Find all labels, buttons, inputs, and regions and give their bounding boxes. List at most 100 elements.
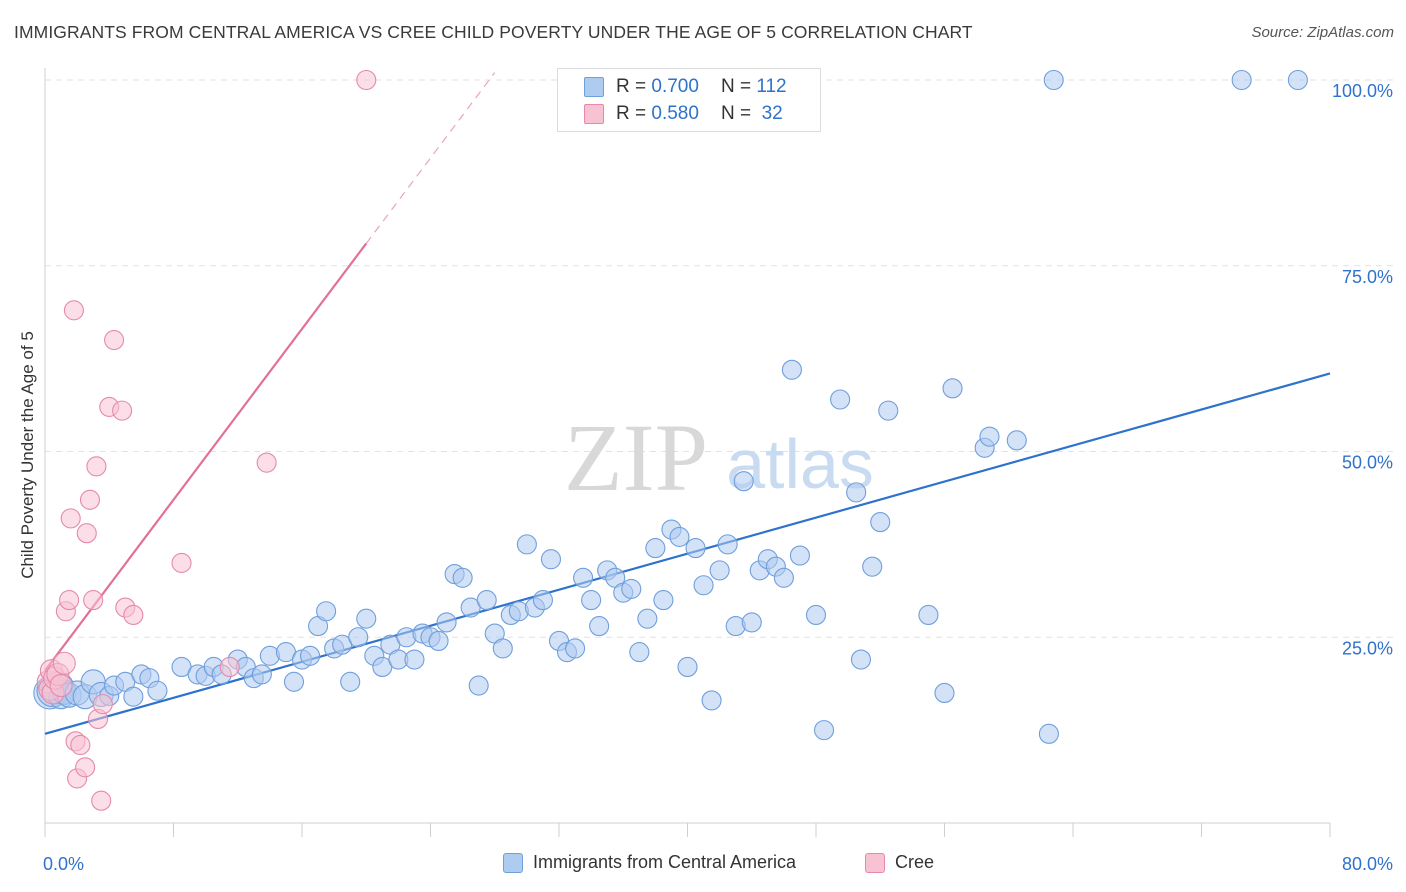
legend-label: Immigrants from Central America — [533, 852, 797, 872]
central-america-point — [645, 538, 666, 559]
cree-point — [70, 734, 91, 756]
central-america-point — [685, 538, 706, 559]
central-america-point — [589, 616, 610, 637]
central-america-point — [573, 567, 594, 588]
central-america-point — [669, 526, 690, 547]
n-label: N = — [720, 103, 752, 124]
central-america-point — [629, 642, 650, 663]
central-america-point — [540, 549, 562, 570]
central-america-point — [934, 682, 955, 704]
central-america-point — [813, 720, 835, 741]
y-tick-label: 50.0% — [1342, 453, 1393, 473]
central-america-point — [251, 664, 272, 685]
central-america-point — [299, 645, 321, 666]
cree-point — [86, 456, 107, 477]
legend-item-central-america[interactable]: Immigrants from Central America — [503, 852, 796, 873]
central-america-point — [147, 680, 168, 701]
central-america-point — [733, 471, 754, 492]
y-tick-label: 25.0% — [1342, 638, 1393, 658]
central-america-point — [340, 671, 361, 692]
central-america-point — [918, 604, 939, 626]
legend-item-cree[interactable]: Cree — [865, 852, 934, 873]
central-america-point — [789, 545, 810, 566]
watermark: ZIP atlas — [564, 404, 874, 511]
x-tick-label: 0.0% — [43, 854, 84, 874]
cree-point — [256, 452, 277, 473]
cree-point — [104, 329, 125, 351]
central-america-point — [1287, 69, 1308, 91]
cree-point — [356, 69, 377, 91]
grid-lines — [45, 79, 1395, 638]
central-america-point — [846, 482, 867, 503]
legend-swatch-blue — [584, 77, 604, 97]
data-points — [33, 69, 1308, 811]
cree-point — [63, 300, 84, 321]
central-america-point — [516, 534, 537, 555]
cree-point — [219, 656, 240, 678]
r-label: R = — [616, 103, 647, 124]
central-america-point — [830, 389, 851, 410]
cree-point — [123, 604, 144, 626]
central-america-point — [850, 649, 872, 670]
y-tick-label: 75.0% — [1342, 267, 1393, 287]
central-america-point — [1043, 69, 1064, 91]
central-america-point — [741, 612, 762, 633]
legend-swatch-blue — [503, 852, 523, 873]
cree-point — [52, 651, 76, 675]
central-america-point — [805, 604, 827, 626]
central-america-point — [348, 627, 369, 648]
cree-point — [59, 590, 80, 611]
cree-point — [75, 757, 96, 778]
central-america-point — [436, 612, 457, 633]
central-america-point — [621, 578, 642, 600]
watermark-zip: ZIP — [564, 404, 708, 511]
correlation-legend: R = 0.700 N = 112 R = 0.580 N = 32 — [557, 68, 821, 132]
y-axis-label: Child Poverty Under the Age of 5 — [18, 331, 37, 579]
tick-labels: 25.0% 50.0% 75.0% 100.0% 0.0% 80.0% — [43, 81, 1393, 874]
central-america-point — [942, 378, 963, 399]
central-america-point — [468, 675, 489, 696]
central-america-point — [878, 400, 899, 421]
central-america-point — [693, 575, 714, 596]
cree-point — [171, 552, 192, 574]
n-value: 32 — [761, 103, 783, 124]
central-america-point — [773, 567, 794, 588]
central-america-point — [862, 556, 883, 577]
r-label: R = — [616, 76, 647, 97]
central-america-point — [316, 601, 337, 622]
central-america-point — [637, 608, 658, 629]
central-america-point — [653, 590, 674, 611]
central-america-point — [979, 426, 1000, 447]
central-america-point — [532, 590, 553, 611]
central-america-point — [428, 630, 449, 652]
central-america-point — [283, 671, 305, 692]
central-america-point — [581, 590, 602, 611]
central-america-point — [123, 686, 144, 707]
central-america-point — [717, 534, 738, 555]
cree-point — [92, 694, 113, 715]
y-tick-label: 100.0% — [1332, 81, 1393, 101]
central-america-point — [404, 649, 425, 670]
n-label: N = — [720, 76, 752, 97]
cree-point — [79, 489, 101, 510]
r-value: 0.700 — [651, 76, 699, 97]
cree-point — [91, 790, 112, 811]
central-america-point — [452, 567, 473, 588]
legend-row-cree: R = 0.580 N = 32 — [584, 102, 783, 126]
central-america-point — [565, 638, 586, 659]
cree-point — [60, 508, 81, 529]
central-america-point — [781, 359, 802, 380]
central-america-point — [476, 590, 497, 611]
n-value: 112 — [756, 76, 787, 97]
central-america-point — [1231, 69, 1252, 91]
cree-point — [49, 673, 73, 698]
central-america-point — [701, 690, 722, 711]
central-america-point — [492, 638, 513, 659]
series-legend: Immigrants from Central America Cree — [0, 852, 1406, 876]
central-america-point — [1006, 430, 1027, 451]
legend-swatch-pink — [584, 104, 604, 124]
cree-point — [83, 590, 104, 611]
central-america-point — [709, 560, 730, 581]
chart-title: IMMIGRANTS FROM CENTRAL AMERICA VS CREE … — [14, 22, 973, 42]
